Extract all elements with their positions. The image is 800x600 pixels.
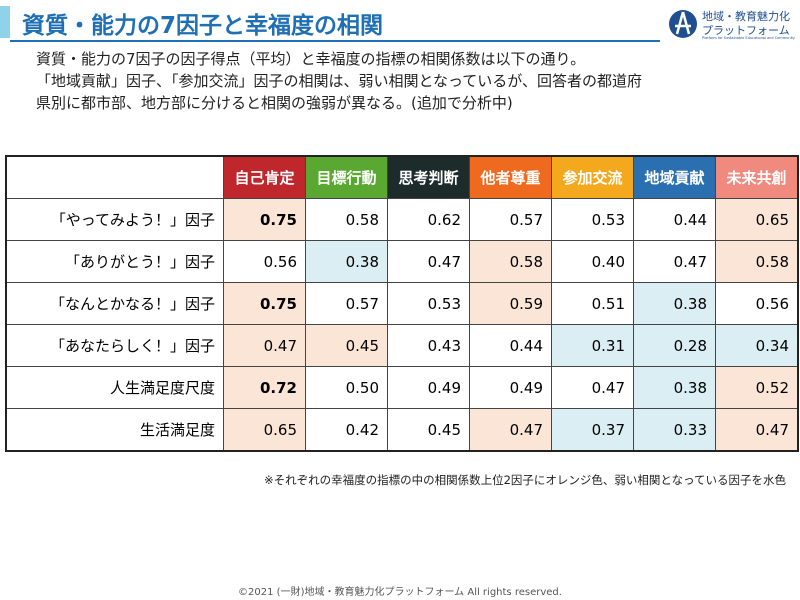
table-row: 「なんとかなる！」因子 0.75 0.57 0.53 0.59 0.51 0.38 0.56 <box>5 282 799 325</box>
value-cell: 0.47 <box>223 324 306 367</box>
value-cell: 0.44 <box>633 198 716 241</box>
value-cell: 0.38 <box>633 282 716 325</box>
value-cell: 0.47 <box>633 240 716 283</box>
table-row: 人生満足度尺度 0.72 0.50 0.49 0.49 0.47 0.38 0.52 <box>5 366 799 409</box>
value-cell: 0.28 <box>633 324 716 367</box>
value-cell: 0.51 <box>551 282 634 325</box>
value-cell: 0.53 <box>551 198 634 241</box>
value-cell: 0.75 <box>223 282 306 325</box>
value-cell: 0.65 <box>223 408 306 452</box>
value-cell: 0.47 <box>551 366 634 409</box>
column-header: 目標行動 <box>305 155 388 199</box>
value-cell: 0.57 <box>305 282 388 325</box>
description-line: 県別に都市部、地方部に分けると相関の強弱が異なる。(追加で分析中) <box>36 94 513 112</box>
value-cell: 0.58 <box>305 198 388 241</box>
value-cell: 0.44 <box>469 324 552 367</box>
value-cell: 0.59 <box>469 282 552 325</box>
column-header: 思考判断 <box>387 155 470 199</box>
value-cell: 0.37 <box>551 408 634 452</box>
value-cell: 0.47 <box>469 408 552 452</box>
value-cell: 0.58 <box>469 240 552 283</box>
value-cell: 0.57 <box>469 198 552 241</box>
logo-icon <box>669 10 697 38</box>
description: 資質・能力の7因子の因子得点（平均）と幸福度の指標の相関係数は以下の通り。「地域… <box>36 48 642 114</box>
value-cell: 0.50 <box>305 366 388 409</box>
value-cell: 0.43 <box>387 324 470 367</box>
value-cell: 0.52 <box>715 366 799 409</box>
title-rule <box>10 40 660 42</box>
value-cell: 0.45 <box>387 408 470 452</box>
corner-cell <box>5 155 224 199</box>
table-row: 「ありがとう！」因子 0.56 0.38 0.47 0.58 0.40 0.47 0.58 <box>5 240 799 283</box>
header-row: 自己肯定 目標行動 思考判断 他者尊重 参加交流 地域貢献 未来共創 <box>5 155 799 199</box>
value-cell: 0.56 <box>223 240 306 283</box>
value-cell: 0.62 <box>387 198 470 241</box>
row-label: 生活満足度 <box>5 408 224 452</box>
column-header: 自己肯定 <box>223 155 306 199</box>
value-cell: 0.65 <box>715 198 799 241</box>
column-header: 他者尊重 <box>469 155 552 199</box>
row-label: 「ありがとう！」因子 <box>5 240 224 283</box>
description-line: 「地域貢献」因子、「参加交流」因子の相関は、弱い相関となっているが、回答者の都道… <box>36 72 643 90</box>
value-cell: 0.40 <box>551 240 634 283</box>
value-cell: 0.47 <box>387 240 470 283</box>
row-label: 「やってみよう！」因子 <box>5 198 224 241</box>
value-cell: 0.42 <box>305 408 388 452</box>
value-cell: 0.34 <box>715 324 799 367</box>
copyright: ©2021 (一財)地域・教育魅力化プラットフォーム All rights re… <box>238 587 562 598</box>
logo: 地域・教育魅力化 プラットフォーム Platform for Sustainab… <box>668 4 798 44</box>
value-cell: 0.38 <box>633 366 716 409</box>
footnote: ※それぞれの幸福度の指標の中の相関係数上位2因子にオレンジ色、弱い相関となってい… <box>263 473 786 487</box>
column-header: 参加交流 <box>551 155 634 199</box>
value-cell: 0.38 <box>305 240 388 283</box>
slide-title: 資質・能力の7因子と幸福度の相関 <box>22 13 384 39</box>
logo-subtext: Platform for Sustainable Educational and… <box>702 36 795 40</box>
table-row: 「やってみよう！」因子 0.75 0.58 0.62 0.57 0.53 0.44 0.65 <box>5 198 799 241</box>
value-cell: 0.33 <box>633 408 716 452</box>
logo-text: プラットフォーム <box>702 24 790 37</box>
row-label: 「あなたらしく！」因子 <box>5 324 224 367</box>
value-cell: 0.31 <box>551 324 634 367</box>
logo-text: 地域・教育魅力化 <box>702 10 790 23</box>
value-cell: 0.72 <box>223 366 306 409</box>
column-header: 地域貢献 <box>633 155 716 199</box>
value-cell: 0.53 <box>387 282 470 325</box>
value-cell: 0.56 <box>715 282 799 325</box>
description-line: 資質・能力の7因子の因子得点（平均）と幸福度の指標の相関係数は以下の通り。 <box>36 50 586 68</box>
row-label: 「なんとかなる！」因子 <box>5 282 224 325</box>
table-row: 「あなたらしく！」因子 0.47 0.45 0.43 0.44 0.31 0.28 0.34 <box>5 324 799 367</box>
value-cell: 0.75 <box>223 198 306 241</box>
column-header: 未来共創 <box>715 155 799 199</box>
value-cell: 0.49 <box>387 366 470 409</box>
value-cell: 0.47 <box>715 408 799 452</box>
value-cell: 0.58 <box>715 240 799 283</box>
title-accent <box>0 6 10 38</box>
row-label: 人生満足度尺度 <box>5 366 224 409</box>
value-cell: 0.45 <box>305 324 388 367</box>
correlation-table: 自己肯定 目標行動 思考判断 他者尊重 参加交流 地域貢献 未来共創 「やってみよう！」因子 0… <box>5 155 799 452</box>
table-row: 生活満足度 0.65 0.42 0.45 0.47 0.37 0.33 0.47 <box>5 408 799 452</box>
value-cell: 0.49 <box>469 366 552 409</box>
